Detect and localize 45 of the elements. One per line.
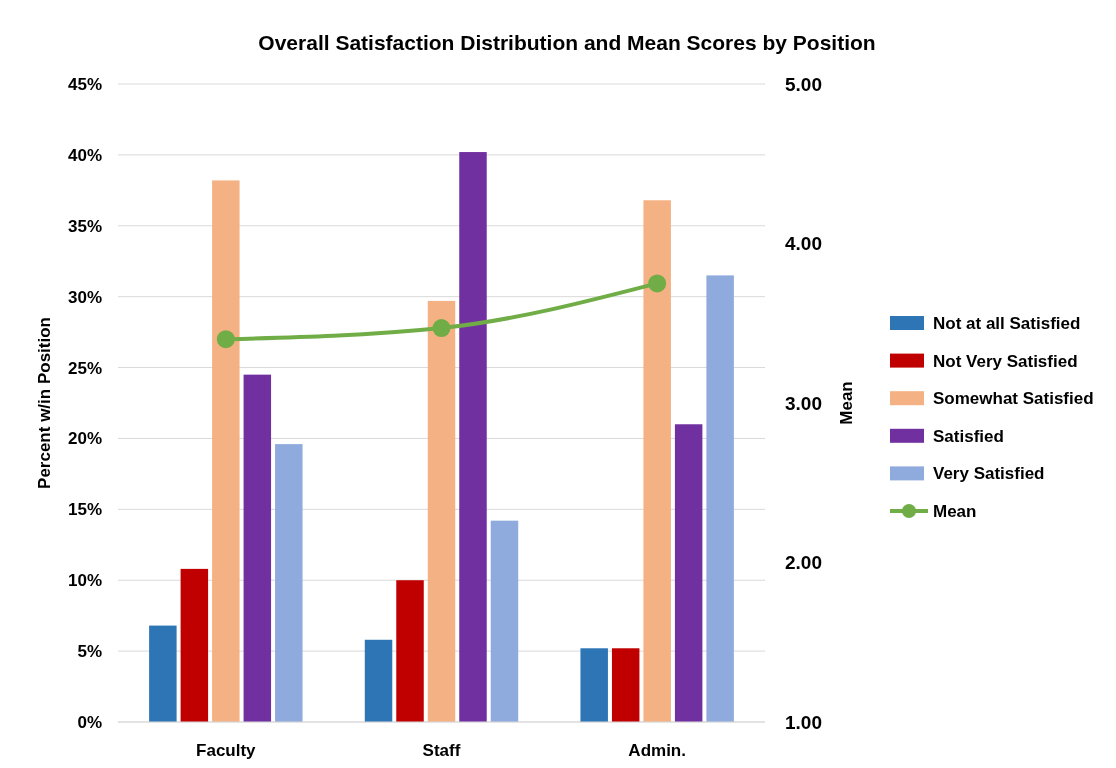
y-tick-label: 30% <box>67 287 102 307</box>
bar <box>580 648 608 722</box>
chart-title: Overall Satisfaction Distribution and Mean Scores by Position <box>258 31 876 54</box>
y-axis-title: Percent w/in Position <box>35 317 54 489</box>
x-tick-label: Staff <box>422 741 461 760</box>
bar <box>275 444 303 722</box>
bar <box>396 580 424 722</box>
point <box>216 330 235 349</box>
bar <box>643 200 671 722</box>
y-tick-label: 45% <box>67 74 102 94</box>
x-tick-label: Faculty <box>196 741 257 760</box>
bar <box>490 520 519 722</box>
x-tick-label: Admin. <box>628 741 686 760</box>
point <box>648 274 667 293</box>
y2-tick-label: 4.00 <box>785 233 822 255</box>
point <box>432 319 451 338</box>
legend-label: Very Satisfied <box>933 464 1045 484</box>
bar <box>180 568 209 722</box>
y-tick-label: 0% <box>77 712 102 732</box>
legend-label: Somewhat Satisfied <box>933 389 1094 409</box>
y-tick-label: 20% <box>67 429 102 449</box>
bar <box>149 625 177 722</box>
legend-label: Not at all Satisfied <box>933 313 1081 333</box>
y-tick-label: 10% <box>67 571 102 591</box>
legend-label: Satisfied <box>933 426 1004 446</box>
y-tick-label: 5% <box>77 642 102 662</box>
y2-tick-label: 2.00 <box>785 552 822 574</box>
legend-label: Not Very Satisfied <box>933 351 1078 371</box>
bar <box>674 424 703 722</box>
bar <box>427 300 456 722</box>
y2-axis-title: Mean <box>837 381 856 425</box>
bar <box>706 275 734 722</box>
bar <box>611 648 640 722</box>
y2-tick-label: 1.00 <box>785 711 822 733</box>
legend-label: Mean <box>933 501 977 521</box>
bar <box>364 639 393 722</box>
bar <box>212 180 240 722</box>
y2-tick-label: 3.00 <box>785 392 822 414</box>
bar <box>459 152 487 722</box>
y-tick-label: 35% <box>67 216 102 236</box>
y2-tick-label: 5.00 <box>785 73 822 95</box>
y-tick-label: 15% <box>67 500 102 520</box>
bar <box>243 374 272 722</box>
y-tick-label: 40% <box>67 145 102 165</box>
y-tick-label: 25% <box>67 358 102 378</box>
